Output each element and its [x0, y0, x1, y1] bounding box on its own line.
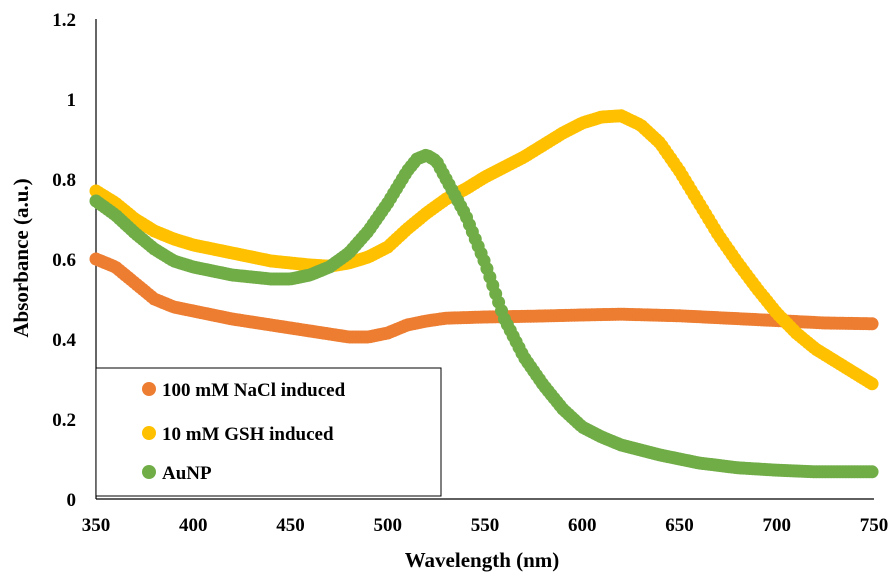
x-tick-label: 450	[276, 515, 305, 536]
y-tick-label: 1	[67, 90, 77, 111]
x-tick-label: 350	[82, 515, 111, 536]
data-point	[865, 465, 879, 479]
series-2	[89, 148, 879, 479]
legend-marker-aunp	[142, 465, 156, 479]
y-tick-labels: 0 0.2 0.4 0.6 0.8 1 1.2	[52, 10, 76, 511]
legend: 100 mM NaCl induced 10 mM GSH induced Au…	[95, 367, 442, 497]
y-tick-label: 0.2	[52, 410, 76, 431]
data-point	[865, 317, 879, 331]
data-point	[865, 377, 879, 391]
x-tick-label: 400	[179, 515, 208, 536]
x-tick-label: 550	[471, 515, 500, 536]
plot-area: 350 400 450 500 550 600 650 700 750 0 0.2 0.4 0.6 0.…	[52, 10, 888, 536]
y-tick-label: 0.4	[52, 330, 76, 351]
legend-label-gsh: 10 mM GSH induced	[162, 424, 334, 445]
legend-label-aunp: AuNP	[162, 463, 212, 484]
y-tick-label: 0.8	[52, 170, 76, 191]
x-tick-label: 750	[860, 515, 889, 536]
x-axis-title: Wavelength (nm)	[405, 548, 560, 572]
y-axis-title: Absorbance (a.u.)	[9, 178, 33, 337]
x-tick-label: 500	[374, 515, 403, 536]
x-tick-labels: 350 400 450 500 550 600 650 700 750	[82, 515, 889, 536]
y-tick-label: 1.2	[52, 10, 76, 31]
series-layer	[89, 109, 879, 479]
series-0	[89, 252, 879, 344]
legend-marker-gsh	[142, 426, 156, 440]
x-tick-label: 600	[568, 515, 597, 536]
x-tick-label: 650	[665, 515, 694, 536]
y-tick-label: 0	[67, 490, 77, 511]
legend-marker-nacl	[142, 382, 156, 396]
y-tick-label: 0.6	[52, 250, 76, 271]
legend-label-nacl: 100 mM NaCl induced	[162, 380, 346, 401]
x-tick-label: 700	[763, 515, 792, 536]
